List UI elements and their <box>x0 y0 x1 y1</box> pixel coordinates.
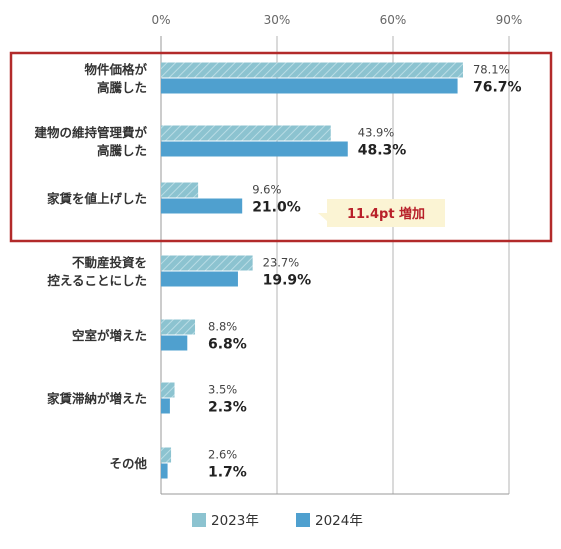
category-label: 家賃を値上げした <box>47 191 147 206</box>
bar-2023 <box>161 447 172 463</box>
value-label-2024: 6.8% <box>208 337 247 353</box>
value-label-2024: 76.7% <box>473 80 522 96</box>
value-label-2023: 3.5% <box>208 383 237 397</box>
bar-series <box>161 62 463 479</box>
bar-2023 <box>161 255 253 271</box>
bar-2024 <box>161 463 168 479</box>
value-label-2023: 78.1% <box>473 63 510 77</box>
value-label-2023: 9.6% <box>252 183 281 197</box>
bar-2024 <box>161 141 348 157</box>
value-label-2023: 2.6% <box>208 448 237 462</box>
x-tick-labels: 0% 30% 60% 90% <box>151 13 522 27</box>
bar-2024 <box>161 335 188 351</box>
legend-swatch <box>296 513 310 527</box>
legend: 2023年 2024年 <box>192 513 363 529</box>
bar-2023 <box>161 182 199 198</box>
category-label: 物件価格が <box>84 62 147 77</box>
bar-2023 <box>161 319 196 335</box>
category-label: 家賃滞納が増えた <box>47 391 147 406</box>
bar-2024 <box>161 78 458 94</box>
category-label: 空室が増えた <box>72 328 147 343</box>
value-label-2024: 1.7% <box>208 465 247 481</box>
category-label: 不動産投資を <box>72 255 147 270</box>
highlight-box <box>9 51 553 243</box>
callout-bubble <box>318 199 445 227</box>
value-label-2024: 2.3% <box>208 400 247 416</box>
highlight-group: 11.4pt 増加 <box>9 51 553 243</box>
legend-label: 2023年 <box>211 513 259 529</box>
bar-2024 <box>161 198 243 214</box>
bar-2024 <box>161 271 238 287</box>
value-label-2023: 43.9% <box>358 126 395 140</box>
value-label-2023: 8.8% <box>208 320 237 334</box>
x-tick-label: 90% <box>496 13 523 27</box>
value-label-2023: 23.7% <box>263 256 300 270</box>
value-label-2024: 21.0% <box>252 200 301 216</box>
x-tick-label: 0% <box>151 13 170 27</box>
callout-text: 11.4pt 増加 <box>347 206 425 222</box>
category-label: 高騰した <box>97 80 147 95</box>
category-label: 建物の維持管理費が <box>34 125 147 140</box>
category-labels: 物件価格が高騰した建物の維持管理費が高騰した家賃を値上げした不動産投資を控えるこ… <box>34 62 147 471</box>
category-label: 高騰した <box>97 143 147 158</box>
bar-2024 <box>161 398 170 414</box>
legend-swatch <box>192 513 206 527</box>
legend-item: 2023年 <box>192 513 259 529</box>
bar-2023 <box>161 62 463 78</box>
category-label: 控えることにした <box>47 273 147 288</box>
legend-label: 2024年 <box>315 513 363 529</box>
legend-item: 2024年 <box>296 513 363 529</box>
value-label-2024: 48.3% <box>358 143 407 159</box>
x-tick-label: 30% <box>264 13 291 27</box>
value-label-2024: 19.9% <box>263 273 312 289</box>
callout: 11.4pt 増加 <box>318 199 445 227</box>
category-label: その他 <box>109 456 147 471</box>
value-labels: 78.1% 76.7% 43.9% 48.3% 9.6% 21.0% 23.7% 19.9% 8… <box>208 63 522 481</box>
x-tick-label: 60% <box>380 13 407 27</box>
grid-lines <box>160 36 510 495</box>
bar-2023 <box>161 382 175 398</box>
bar-2023 <box>161 125 331 141</box>
